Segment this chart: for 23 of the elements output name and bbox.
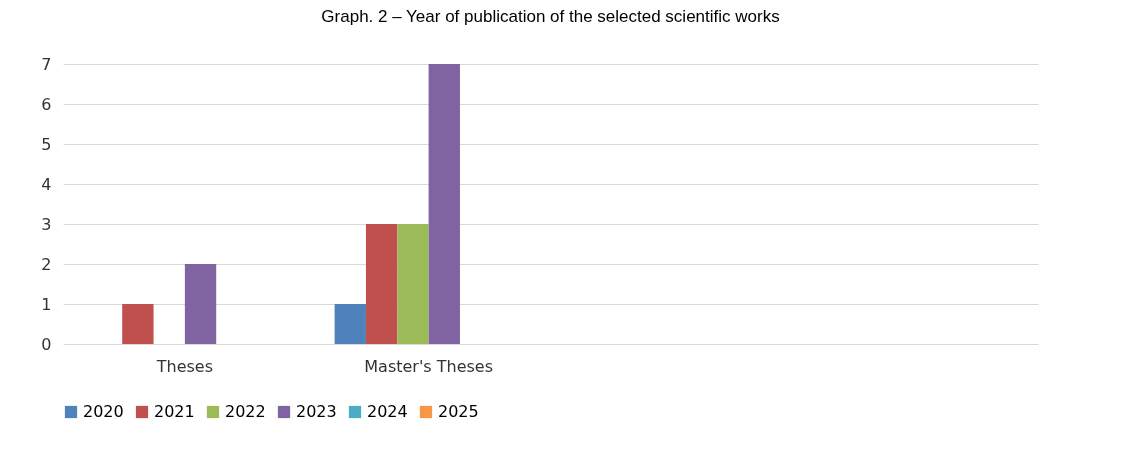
y-tick-label: 4 (41, 174, 52, 194)
y-tick-label: 6 (41, 94, 52, 114)
legend-label: 2025 (438, 402, 479, 421)
legend-label: 2024 (367, 402, 408, 421)
x-tick-label: Theses (155, 356, 214, 376)
legend-label: 2023 (296, 402, 337, 421)
y-tick-label: 0 (41, 334, 52, 354)
y-tick-label: 7 (41, 54, 52, 74)
bar (334, 304, 366, 344)
chart-title: Graph. 2 – Year of publication of the selected scientific works (321, 7, 780, 26)
bar (184, 264, 217, 344)
x-tick-label: Master's Theses (364, 356, 493, 376)
bar (428, 64, 460, 344)
bar (365, 224, 398, 344)
y-tick-label: 3 (41, 214, 52, 234)
bar (122, 304, 154, 344)
y-tick-label: 5 (41, 134, 52, 154)
bar (397, 224, 429, 344)
y-tick-label: 1 (41, 294, 52, 314)
y-tick-label: 2 (41, 254, 52, 274)
legend-label: 2021 (154, 402, 195, 421)
legend-label: 2022 (225, 402, 266, 421)
legend-label: 2020 (83, 402, 124, 421)
